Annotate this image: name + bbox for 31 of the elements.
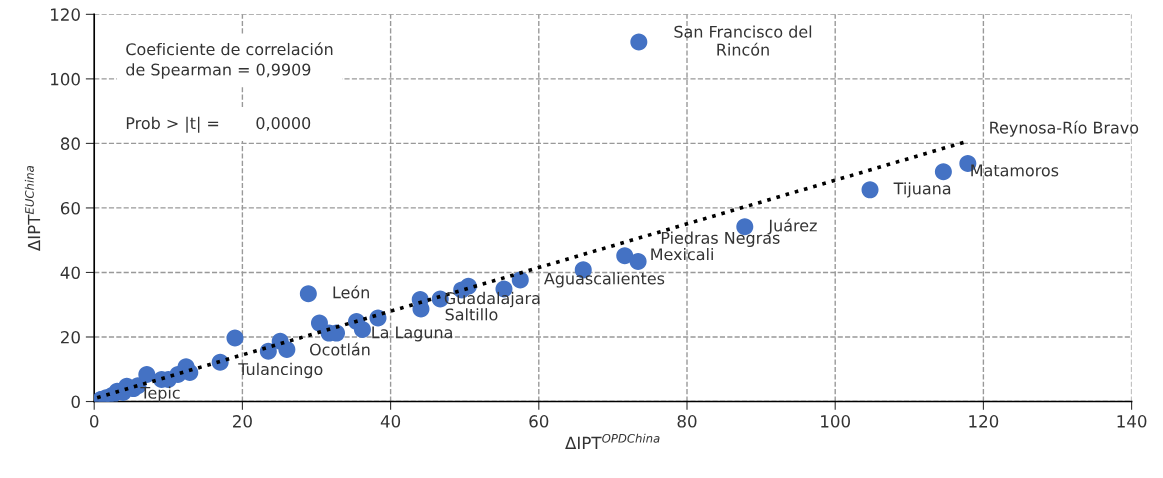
y-axis-title: ΔIPT$^{EUChina}$: [24, 166, 41, 252]
x-tick-label: 0: [90, 415, 99, 428]
x-tick-label: 20: [233, 415, 252, 428]
x-tick-label: 100: [821, 415, 850, 428]
annotation: San Francisco del Rincón: [674, 25, 812, 56]
annotation: Saltillo: [445, 308, 498, 321]
annotation: Coeficiente de correlación de Spearman = 0,9909: [126, 42, 333, 79]
x-tick-label: 120: [969, 415, 999, 428]
y-tick-label: 60: [60, 201, 80, 215]
annotation: Aguascalientes: [544, 272, 665, 288]
y-tick-label: 80: [60, 137, 80, 150]
annotation: Tijuana: [893, 182, 951, 198]
y-tick-label: 40: [60, 266, 80, 280]
annotation: Tepic: [140, 386, 180, 402]
x-tick-label: 40: [380, 415, 401, 428]
annotation: Prob > |t| = 0,0000: [126, 116, 311, 133]
x-tick-label: 80: [677, 415, 697, 428]
y-tick-label: 120: [51, 8, 80, 21]
x-axis-title: ΔIPT$^{OPDChina}$: [565, 433, 660, 449]
annotation: Tulancingo: [238, 362, 323, 379]
y-tick-label: 20: [61, 330, 80, 344]
x-tick-label: 60: [529, 415, 549, 428]
annotation: Ocotlán: [309, 342, 370, 356]
annotation: León: [333, 285, 369, 299]
annotation: Reynosa-Río Bravo: [990, 120, 1139, 137]
y-tick-label: 0: [71, 395, 80, 409]
y-tick-label: 100: [51, 72, 80, 86]
annotation: Mexicali: [651, 247, 713, 261]
annotation: La Laguna: [372, 326, 452, 342]
annotation: Matamoros: [971, 164, 1059, 177]
x-tick-label: 140: [1117, 415, 1147, 428]
